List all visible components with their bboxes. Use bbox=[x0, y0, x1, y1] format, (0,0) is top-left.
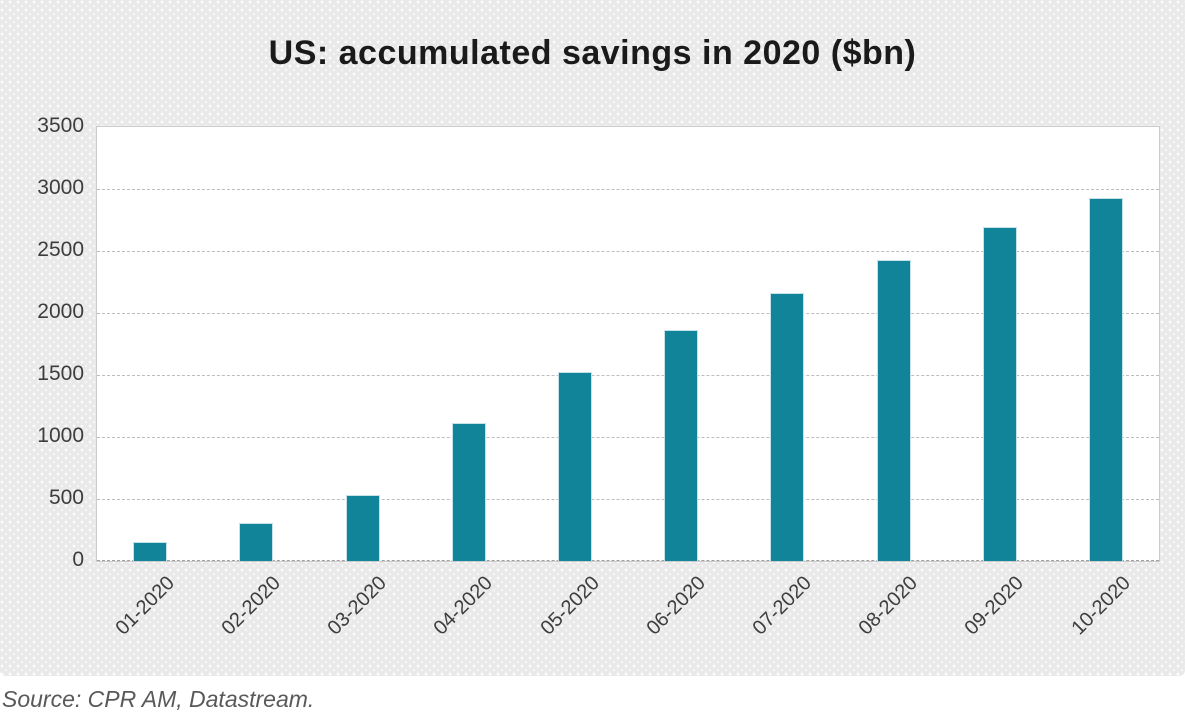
x-axis-tick-label: 03-2020 bbox=[323, 572, 392, 640]
y-axis-tick-label: 1500 bbox=[37, 362, 84, 385]
x-axis-tick-label: 04-2020 bbox=[429, 572, 498, 640]
gridline bbox=[97, 437, 1159, 438]
gridline bbox=[97, 189, 1159, 190]
bar-07-2020 bbox=[770, 292, 805, 561]
bar-09-2020 bbox=[982, 227, 1017, 561]
x-axis-tick-label: 06-2020 bbox=[642, 572, 710, 640]
y-axis-tick-label: 3000 bbox=[37, 176, 84, 199]
bar-03-2020 bbox=[345, 495, 380, 561]
y-axis-tick-label: 3500 bbox=[37, 114, 84, 137]
bar-04-2020 bbox=[451, 422, 486, 561]
y-axis-tick-label: 2500 bbox=[37, 238, 84, 261]
x-axis-tick-label: 01-2020 bbox=[111, 572, 179, 640]
chart-title: US: accumulated savings in 2020 ($bn) bbox=[268, 34, 917, 72]
x-axis-tick-label: 07-2020 bbox=[748, 572, 816, 640]
y-axis-tick-label: 2000 bbox=[37, 300, 84, 323]
bar-02-2020 bbox=[239, 522, 274, 561]
source-caption: Source: CPR AM, Datastream. bbox=[2, 686, 315, 712]
gridline bbox=[97, 499, 1159, 500]
x-axis-tick-label: 08-2020 bbox=[854, 572, 923, 640]
x-axis-tick-label: 05-2020 bbox=[536, 572, 604, 640]
bar-10-2020 bbox=[1088, 197, 1123, 561]
gridline bbox=[97, 251, 1159, 252]
x-axis-tick-label: 09-2020 bbox=[960, 572, 1029, 640]
bar-08-2020 bbox=[876, 259, 911, 561]
y-axis-tick-label: 0 bbox=[72, 548, 84, 571]
bar-01-2020 bbox=[133, 542, 168, 561]
x-axis-tick-label: 10-2020 bbox=[1067, 572, 1135, 640]
gridline bbox=[97, 375, 1159, 376]
plot-area bbox=[96, 126, 1160, 562]
y-axis-tick-label: 1000 bbox=[37, 424, 84, 447]
y-axis-tick-label: 500 bbox=[48, 486, 84, 509]
x-axis-line bbox=[97, 560, 1159, 561]
gridline bbox=[97, 313, 1159, 314]
x-axis-tick-label: 02-2020 bbox=[217, 572, 285, 640]
bar-06-2020 bbox=[664, 330, 699, 561]
bar-05-2020 bbox=[557, 371, 592, 561]
